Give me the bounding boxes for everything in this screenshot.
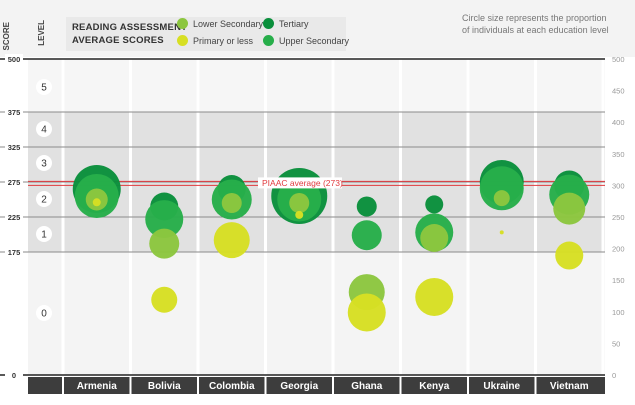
legend-label-lower-secondary: Lower Secondary (193, 18, 264, 29)
left-tick-label: 275 (8, 178, 21, 187)
bubble-primary-or-less (213, 222, 250, 259)
size-note-line1: Circle size represents the proportion (462, 13, 607, 23)
right-tick-label: 200 (612, 245, 625, 254)
right-tick-label: 50 (612, 339, 620, 348)
category-label: Vietnam (550, 381, 589, 392)
left-tick-bg (5, 54, 23, 64)
level-badge (36, 121, 52, 137)
bubble-lower-secondary (553, 192, 586, 225)
bubble-primary-or-less (92, 198, 101, 207)
size-note-line2: of individuals at each education level (462, 25, 609, 35)
level-label: 4 (41, 125, 47, 136)
bubble-upper-secondary (351, 220, 382, 251)
bubble-primary-or-less (415, 277, 454, 316)
left-tick-bg (5, 177, 23, 187)
left-tick-label: 175 (8, 248, 21, 257)
legend-swatch-upper-secondary (263, 35, 274, 46)
legend-swatch-tertiary (263, 18, 274, 29)
left-tick-bg (5, 142, 23, 152)
header-legend-box (66, 17, 346, 51)
level-badge (36, 79, 52, 95)
left-tick-bg (5, 247, 23, 257)
category-label: Kenya (419, 381, 449, 392)
left-tick-label: 0 (12, 371, 16, 380)
bubble-primary-or-less (347, 293, 386, 332)
bubble-tertiary (356, 196, 377, 217)
level-badge (36, 305, 52, 321)
left-tick-bg (5, 212, 23, 222)
bubble-lower-secondary (289, 193, 310, 213)
right-tick-label: 350 (612, 150, 625, 159)
bubble-lower-secondary (493, 190, 510, 207)
right-tick-label: 250 (612, 213, 625, 222)
legend-item-primary: Primary or less (177, 35, 253, 46)
category-label: Armenia (77, 381, 117, 392)
bubble-lower-secondary (149, 228, 180, 259)
category-bar (28, 377, 605, 394)
level-label: 3 (41, 159, 47, 170)
chart-title-line1: READING ASSESSMENT (72, 22, 188, 33)
level-label: 5 (41, 83, 47, 94)
category-label: Ukraine (483, 381, 520, 392)
legend-label-upper-secondary: Upper Secondary (279, 35, 350, 46)
left-tick-label: 375 (8, 108, 21, 117)
legend-swatch-primary (177, 35, 188, 46)
right-tick-label: 400 (612, 118, 625, 127)
right-tick-label: 500 (612, 55, 625, 64)
chart-title-line2: AVERAGE SCORES (72, 35, 164, 46)
bubble-upper-secondary (479, 166, 524, 211)
bubble-upper-secondary (145, 200, 184, 239)
left-tick-label: 225 (8, 213, 21, 222)
left-tick-bg (5, 107, 23, 117)
bubble-lower-secondary (420, 224, 449, 252)
level-badge (36, 191, 52, 207)
bubble-primary-or-less (151, 286, 178, 313)
right-tick-label: 0 (612, 371, 616, 380)
score-axis-title: SCORE (2, 22, 11, 51)
legend-swatch-lower-secondary (177, 18, 188, 29)
legend-item-tertiary: Tertiary (263, 18, 309, 29)
legend-label-primary: Primary or less (193, 35, 254, 46)
legend-item-lower-secondary: Lower Secondary (177, 18, 263, 29)
category-label: Georgia (280, 381, 318, 392)
level-badge (36, 155, 52, 171)
level-label: 1 (41, 230, 47, 241)
right-tick-label: 150 (612, 276, 625, 285)
reference-label: PIAAC average (273) (262, 178, 343, 188)
level-label: 2 (41, 195, 47, 206)
right-tick-label: 300 (612, 181, 625, 190)
reference-label-bg (258, 177, 342, 189)
bubble-primary-or-less (499, 230, 504, 235)
bubble-lower-secondary (221, 193, 242, 213)
level-axis-title: LEVEL (37, 20, 46, 46)
left-tick-label: 325 (8, 143, 21, 152)
bubble-primary-or-less (295, 210, 304, 219)
legend-label-tertiary: Tertiary (279, 18, 309, 29)
right-tick-label: 450 (612, 87, 625, 96)
category-label: Colombia (209, 381, 255, 392)
level-label: 0 (41, 309, 47, 320)
left-tick-bg (5, 370, 23, 380)
category-label: Bolivia (148, 381, 181, 392)
low-band-shade (28, 252, 605, 375)
left-tick-label: 500 (8, 55, 21, 64)
level-badge (36, 226, 52, 242)
legend-item-upper-secondary: Upper Secondary (263, 35, 349, 46)
bubble-tertiary (425, 195, 444, 214)
right-tick-label: 100 (612, 308, 625, 317)
category-label: Ghana (351, 381, 383, 392)
bubble-primary-or-less (555, 241, 584, 270)
